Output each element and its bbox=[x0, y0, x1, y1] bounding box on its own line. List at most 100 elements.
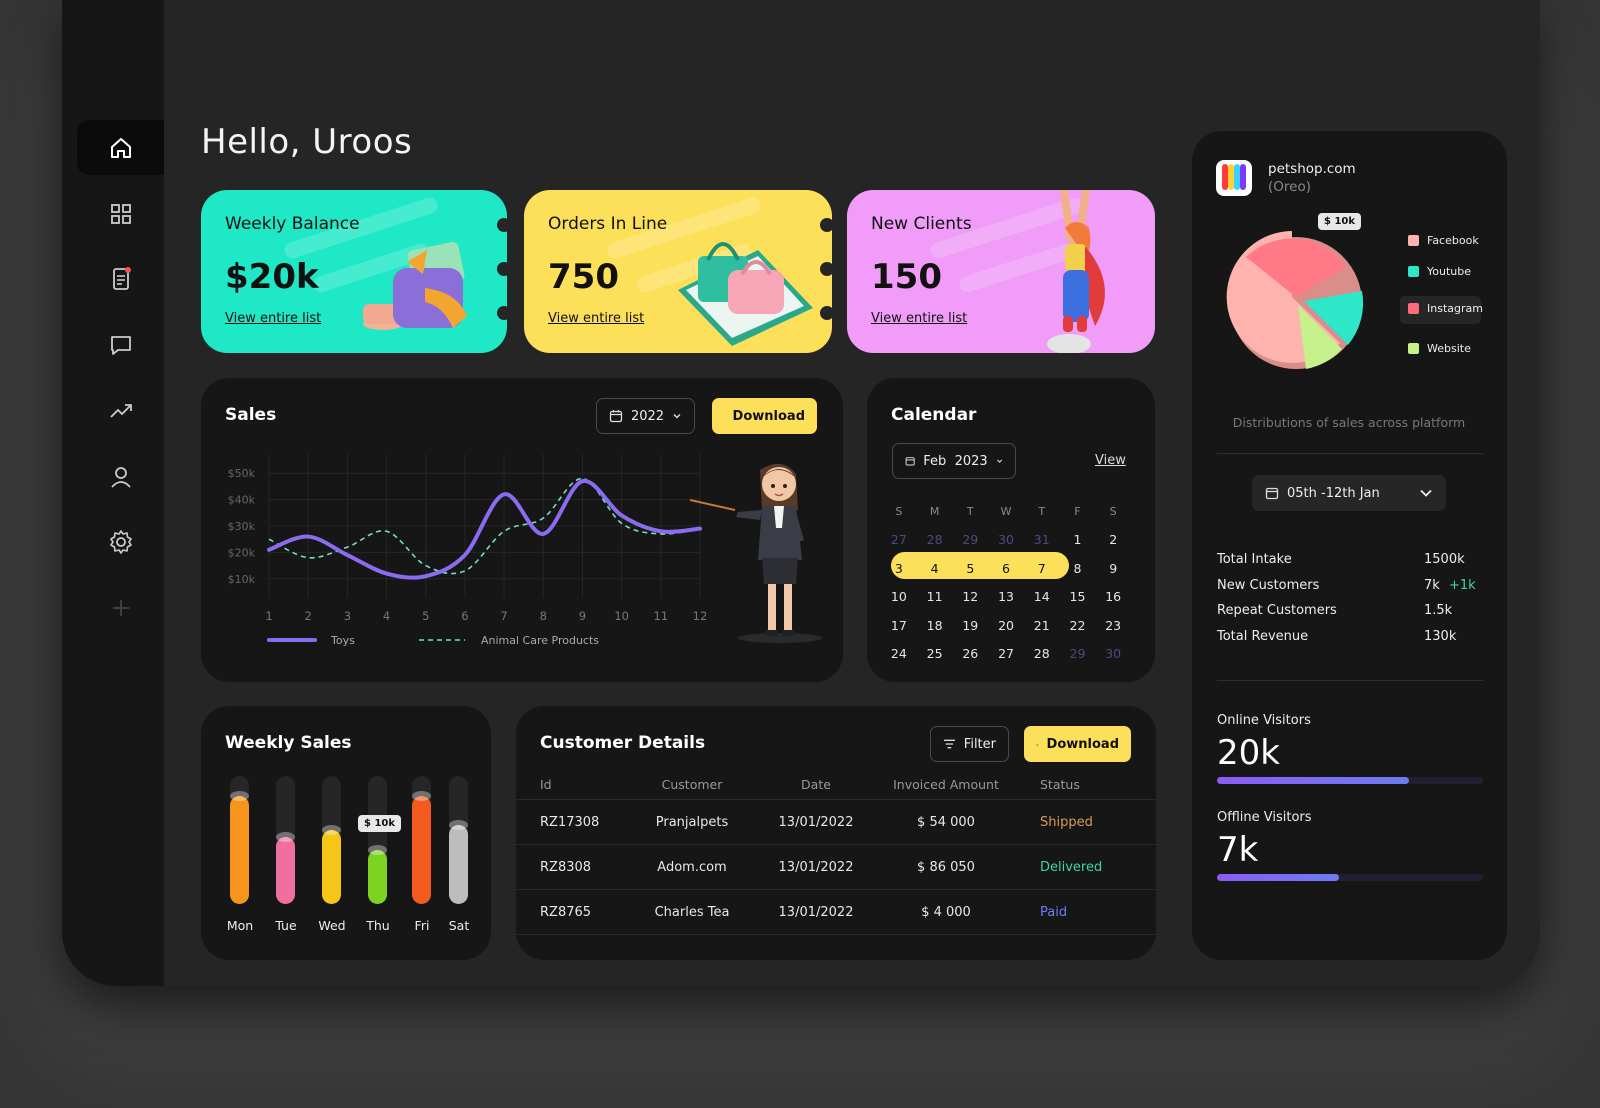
card-notch bbox=[820, 306, 834, 320]
calendar-day[interactable]: 26 bbox=[962, 646, 979, 662]
bar-sat[interactable] bbox=[449, 820, 468, 904]
cell-customer: Adom.com bbox=[657, 859, 727, 875]
calendar-day[interactable]: 27 bbox=[890, 532, 907, 548]
bar-tue[interactable] bbox=[276, 832, 295, 904]
calendar-day[interactable]: 30 bbox=[998, 532, 1014, 548]
table-row[interactable]: RZ17308 Pranjalpets 13/01/2022 $ 54 000 Ship… bbox=[516, 800, 1156, 845]
calendar-day[interactable]: 29 bbox=[1069, 646, 1086, 662]
calendar-day[interactable]: 18 bbox=[926, 617, 943, 633]
sidebar-item-home[interactable] bbox=[77, 120, 164, 175]
sidebar-item-user[interactable] bbox=[77, 449, 164, 504]
sidebar-item-trending[interactable] bbox=[77, 383, 164, 438]
x-tick-label: 12 bbox=[693, 609, 708, 623]
bar-cap bbox=[322, 825, 341, 835]
calendar-day[interactable]: 20 bbox=[998, 617, 1014, 633]
calendar-day[interactable]: 9 bbox=[1109, 560, 1118, 576]
weekly-sales-title: Weekly Sales bbox=[225, 733, 352, 753]
calendar-icon bbox=[609, 410, 623, 423]
calendar-day[interactable]: 4 bbox=[930, 560, 939, 576]
calendar-day[interactable]: 24 bbox=[890, 646, 907, 662]
stat-value: 7k bbox=[1424, 577, 1440, 593]
calendar-day[interactable]: 28 bbox=[1033, 646, 1050, 662]
x-tick-label: 7 bbox=[500, 609, 507, 623]
bar-fri[interactable] bbox=[412, 791, 431, 904]
calendar-day[interactable]: 7 bbox=[1037, 560, 1046, 576]
year-label: 2022 bbox=[630, 408, 665, 424]
online-visitors-progress bbox=[1217, 777, 1483, 784]
calendar-day[interactable]: 5 bbox=[966, 560, 975, 576]
calendar-day[interactable]: 23 bbox=[1105, 617, 1122, 633]
y-tick-label: $20k bbox=[228, 546, 256, 559]
calendar-day[interactable]: 16 bbox=[1105, 589, 1122, 605]
stat-value: 750 bbox=[548, 257, 619, 297]
calendar-week: 3 4 5 6 7 8 9 bbox=[881, 554, 1131, 583]
calendar-day[interactable]: 30 bbox=[1105, 646, 1122, 662]
bar-track bbox=[412, 776, 431, 904]
calendar-view-link[interactable]: View bbox=[1095, 453, 1126, 468]
view-entire-list-link[interactable]: View entire list bbox=[225, 311, 322, 326]
year-select[interactable]: 2022 bbox=[596, 398, 695, 434]
calendar-icon bbox=[1265, 487, 1279, 500]
stat-value: 1.5k bbox=[1424, 603, 1453, 618]
bar-mon[interactable] bbox=[230, 791, 249, 904]
date-range-select[interactable]: 05th -12th Jan bbox=[1252, 475, 1446, 511]
home-icon bbox=[110, 137, 131, 158]
sidebar-item-plus[interactable] bbox=[77, 580, 164, 635]
calendar-week: 27 28 29 30 31 1 2 bbox=[881, 526, 1131, 555]
legend-facebook[interactable]: Facebook bbox=[1408, 234, 1479, 247]
stat-card-weekly-balance: Weekly Balance $20k View entire list bbox=[201, 190, 507, 353]
sidebar-item-grid[interactable] bbox=[77, 186, 164, 241]
calendar-day[interactable]: 21 bbox=[1033, 617, 1050, 633]
calendar-day[interactable]: 3 bbox=[894, 560, 903, 576]
sidebar-item-chat[interactable] bbox=[77, 317, 164, 372]
bar-wed[interactable] bbox=[322, 825, 341, 904]
card-notch bbox=[497, 262, 511, 276]
table-row[interactable]: RZ8308 Adom.com 13/01/2022 $ 86 050 Delivere… bbox=[516, 845, 1156, 890]
sales-download-button[interactable]: Download bbox=[712, 398, 817, 434]
sidebar-item-document[interactable] bbox=[77, 251, 164, 306]
bar-thu[interactable] bbox=[368, 845, 387, 904]
calendar-grid: S M T W T F S 27 28 29 30 31 1 2 3 4 5 6 7 8 9 10 11 12 13 14 15 16… bbox=[881, 497, 1131, 668]
cell-date: 13/01/2022 bbox=[778, 859, 854, 875]
calendar-day[interactable]: 1 bbox=[1073, 532, 1082, 548]
calendar-day[interactable]: 14 bbox=[1033, 589, 1050, 605]
calendar-day[interactable]: 28 bbox=[926, 532, 943, 548]
calendar-day[interactable]: 8 bbox=[1073, 560, 1082, 576]
cell-date: 13/01/2022 bbox=[778, 904, 854, 920]
download-label: Download bbox=[1046, 736, 1119, 752]
weekday-label: T bbox=[1038, 504, 1046, 518]
settings-icon bbox=[109, 529, 132, 554]
x-tick-label: 8 bbox=[540, 609, 547, 623]
legend-website[interactable]: Website bbox=[1408, 342, 1471, 355]
calendar-day[interactable]: 27 bbox=[998, 646, 1014, 662]
weekday-label: F bbox=[1074, 504, 1081, 518]
calendar-day[interactable]: 2 bbox=[1109, 532, 1118, 548]
filter-button[interactable]: Filter bbox=[930, 726, 1009, 762]
calendar-day[interactable]: 22 bbox=[1069, 617, 1086, 633]
table-row[interactable]: RZ8765 Charles Tea 13/01/2022 $ 4 000 Paid bbox=[516, 890, 1156, 935]
legend-youtube[interactable]: Youtube bbox=[1408, 265, 1471, 278]
month-select[interactable]: Feb 2023 bbox=[892, 443, 1016, 479]
calendar-day[interactable]: 17 bbox=[890, 617, 907, 633]
calendar-day[interactable]: 31 bbox=[1033, 532, 1050, 548]
stat-key: Total Revenue bbox=[1217, 628, 1309, 644]
trending-icon bbox=[109, 403, 132, 418]
legend-instagram[interactable]: Instagram bbox=[1408, 302, 1483, 315]
cell-status: Shipped bbox=[1040, 814, 1093, 830]
sidebar-item-settings[interactable] bbox=[77, 514, 164, 569]
calendar-day[interactable]: 11 bbox=[926, 589, 943, 605]
calendar-day[interactable]: 6 bbox=[1002, 560, 1010, 576]
calendar-day[interactable]: 12 bbox=[962, 589, 979, 605]
customer-download-button[interactable]: Download bbox=[1024, 726, 1131, 762]
day-label: Fri bbox=[414, 918, 430, 933]
calendar-day[interactable]: 25 bbox=[926, 646, 943, 662]
calendar-day[interactable]: 29 bbox=[962, 532, 979, 548]
view-entire-list-link[interactable]: View entire list bbox=[548, 311, 645, 326]
calendar-day[interactable]: 10 bbox=[890, 589, 907, 605]
calendar-day[interactable]: 15 bbox=[1069, 589, 1086, 605]
weekday-label: S bbox=[1109, 504, 1117, 518]
presenter-illustration bbox=[690, 463, 822, 643]
view-entire-list-link[interactable]: View entire list bbox=[871, 311, 968, 326]
calendar-day[interactable]: 19 bbox=[962, 617, 979, 633]
calendar-day[interactable]: 13 bbox=[998, 589, 1014, 605]
